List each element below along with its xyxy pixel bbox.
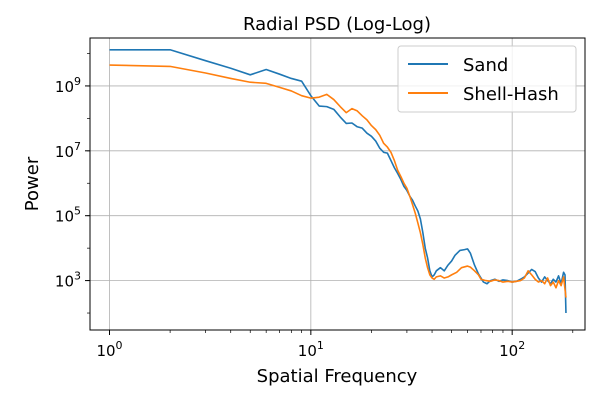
y-tick-label: 107 — [55, 140, 81, 161]
y-tick-label: 109 — [55, 75, 81, 96]
x-tick-label: 102 — [499, 339, 525, 360]
ticks: 100 101 102 103 105 107 109 — [55, 53, 574, 360]
plot-frame — [89, 37, 586, 331]
series-line-2 — [109, 64, 567, 298]
y-tick-label: 105 — [55, 205, 81, 226]
legend-box — [397, 45, 577, 113]
y-tick-label: 103 — [55, 270, 81, 291]
series-line-1 — [109, 48, 567, 314]
x-tick-label: 101 — [298, 339, 324, 360]
series-layer — [109, 48, 567, 314]
legend-label-2: Shell-Hash — [463, 84, 559, 105]
legend: Sand Shell-Hash — [397, 45, 577, 113]
x-tick-label: 100 — [96, 339, 122, 360]
x-axis-label: Spatial Frequency — [257, 366, 418, 387]
legend-label-1: Sand — [463, 55, 508, 76]
y-axis-label: Power — [22, 156, 43, 211]
chart-title: Radial PSD (Log-Log) — [243, 14, 431, 35]
